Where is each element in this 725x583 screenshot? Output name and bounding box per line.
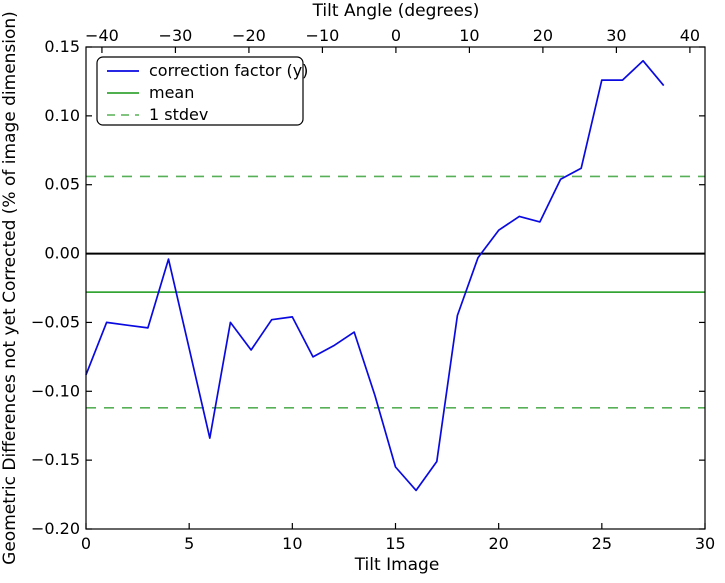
legend-label-mean: mean xyxy=(149,83,194,102)
top-tick-label: −20 xyxy=(232,26,266,45)
x-axis-title: Tilt Image xyxy=(354,555,440,575)
x-tick-label: 25 xyxy=(592,534,612,553)
y-tick-label: −0.15 xyxy=(31,450,80,469)
x-tick-label: 20 xyxy=(488,534,508,553)
legend-box xyxy=(96,56,304,126)
y-tick-label: 0.15 xyxy=(44,37,80,56)
legend-label-stdev: 1 stdev xyxy=(149,105,208,124)
top-tick-label: 10 xyxy=(459,26,479,45)
y-tick-label: 0.00 xyxy=(44,244,80,263)
y-tick-label: 0.05 xyxy=(44,175,80,194)
top-tick-label: −40 xyxy=(85,26,119,45)
top-tick-label: −10 xyxy=(306,26,340,45)
y-axis-title: Geometric Differences not yet Corrected … xyxy=(0,11,20,565)
legend: correction factor (y) mean 1 stdev xyxy=(96,56,308,126)
series-correction-factor-y- xyxy=(85,59,665,492)
top-axis-title: Tilt Angle (degrees) xyxy=(312,1,480,21)
top-tick-label: 20 xyxy=(533,26,553,45)
y-tick-label: −0.10 xyxy=(31,381,80,400)
x-tick-label: 10 xyxy=(282,534,302,553)
plot-lines xyxy=(85,59,705,492)
plot-frame xyxy=(85,46,706,530)
top-tick-label: 0 xyxy=(391,26,401,45)
legend-label-correction-factor: correction factor (y) xyxy=(149,61,308,80)
y-tick-label: −0.05 xyxy=(31,312,80,331)
x-tick-label: 15 xyxy=(385,534,405,553)
top-tick-label: 40 xyxy=(680,26,700,45)
y-tick-label: −0.20 xyxy=(31,519,80,538)
x-tick-label: 0 xyxy=(81,534,91,553)
x-tick-label: 5 xyxy=(184,534,194,553)
y-tick-label: 0.10 xyxy=(44,106,80,125)
top-tick-label: −30 xyxy=(159,26,193,45)
top-tick-label: 30 xyxy=(606,26,626,45)
axis-ticks: 0 5 10 15 20 25 30 0.15 0.10 0.05 0.00 −0.05 −0.10 −0… xyxy=(31,26,715,553)
x-tick-label: 30 xyxy=(695,534,715,553)
